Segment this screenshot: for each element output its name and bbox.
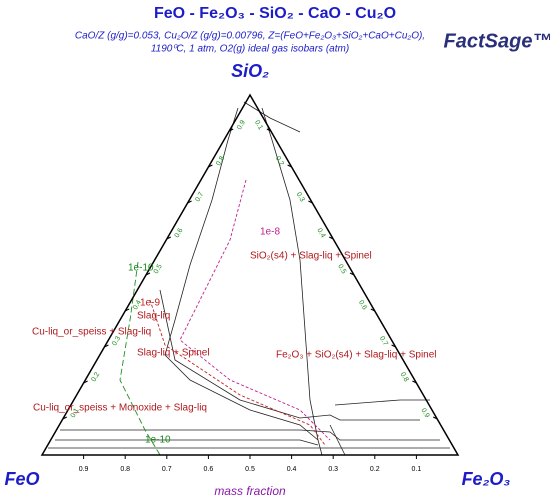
tick-label: 0.8 [399,371,410,383]
boundary [329,424,346,456]
tick-label: 0.9 [79,466,89,473]
tick-label: 0.9 [419,407,430,419]
isobar [119,261,161,456]
vertex-label: SiO₂ [231,61,269,81]
tick-label: 0.9 [236,119,247,131]
region-label: Slag-liq + Spinel [137,348,210,359]
tick-label: 0.6 [174,227,185,239]
tick-mark [432,416,438,420]
tick-mark [187,200,192,204]
vertex-label: Fe₂O₃ [462,469,511,489]
tick-mark [328,236,334,240]
tick-label: 0.8 [215,155,226,167]
tick-label: 0.2 [370,466,380,473]
subtitle: 1190⁰C, 1 atm, O2(g) ideal gas isobars (… [151,44,349,55]
region-label: Cu-liq_or_speiss + Slag-liq [32,327,151,338]
tick-label: 0.3 [328,466,338,473]
region-label: Fe₂O₃ + SiO₂(s4) + Slag-liq + Spinel [276,350,437,361]
chart-title: FeO - Fe₂O₃ - SiO₂ - CaO - Cu₂O [154,5,396,22]
tick-label: 0.8 [120,466,130,473]
tick-mark [228,128,234,132]
boundary [159,289,420,421]
tick-label: 0.5 [153,263,164,275]
tick-label: 0.7 [162,466,172,473]
isobar-label: 1e-10 [128,263,154,274]
isobar [149,299,326,446]
boundary [164,107,319,441]
tick-label: 0.3 [111,335,122,347]
tick-label: 0.6 [357,299,368,311]
tick-mark [208,164,213,168]
tick-label: 0.5 [245,466,255,473]
boundary [317,439,323,456]
vertex-label: FeO [4,469,39,489]
tick-label: 0.7 [378,335,389,347]
tick-mark [412,380,417,384]
boundary [60,429,440,441]
tick-label: 0.5 [336,263,347,275]
tick-mark [370,308,376,312]
tick-label: 0.1 [412,466,422,473]
tick-mark [287,164,292,168]
tick-mark [308,200,313,204]
tick-mark [145,272,151,276]
tick-label: 0.1 [70,407,81,419]
tick-label: 0.1 [253,119,264,131]
tick-label: 0.4 [132,299,143,311]
tick-mark [124,308,130,312]
tick-mark [83,380,88,384]
tick-label: 0.2 [90,371,101,383]
region-label: Cu-liq_or_speiss + Monoxide + Slag-liq [33,403,207,414]
isobar-label: 1e-10 [145,435,171,446]
phase-boundaries [48,101,450,456]
tick-mark [62,416,68,420]
boundary [243,101,301,133]
boundary [334,399,430,406]
tick-label: 0.2 [274,155,285,167]
isobar-label: 1e-9 [140,298,160,309]
region-label: SiO₂(s4) + Slag-liq + Spinel [250,251,372,262]
tick-label: 0.4 [315,227,326,239]
axis-label: mass fraction [214,484,286,498]
tick-label: 0.6 [204,466,214,473]
region-label: Slag-liq [137,311,170,322]
triangle [40,93,460,456]
tick-mark [104,344,109,348]
isobar-label: 1e-8 [260,227,280,238]
tick-mark [391,344,396,348]
tick-mark [266,128,272,132]
subtitle: CaO/Z (g/g)=0.053, Cu₂O/Z (g/g)=0.00796,… [75,31,425,42]
tick-label: 0.7 [194,191,205,203]
logo: FactSage™ [444,30,550,52]
isobar [179,179,331,441]
boundary [55,439,319,446]
tick-label: 0.4 [287,466,297,473]
isobars [119,179,331,456]
tick-mark [166,236,172,240]
boundary [261,107,319,441]
tick-label: 0.3 [295,191,306,203]
tick-mark [349,272,355,276]
